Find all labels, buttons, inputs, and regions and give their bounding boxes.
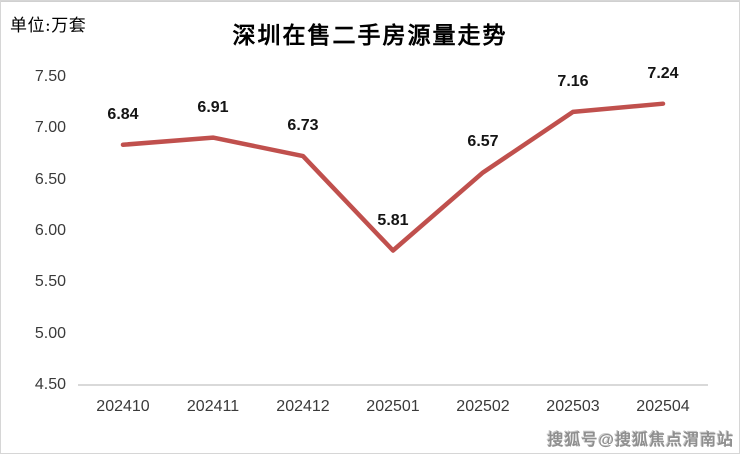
x-tick-label: 202411 (186, 398, 240, 415)
data-point-label: 6.91 (197, 98, 229, 116)
data-point-label: 6.57 (467, 133, 499, 151)
data-point-label: 7.16 (557, 72, 589, 90)
watermark: 搜狐号@搜狐焦点渭南站 (547, 432, 734, 449)
x-axis-baseline (78, 384, 708, 386)
line-series-path (120, 101, 666, 253)
data-point-label: 7.24 (647, 64, 679, 82)
data-point-label: 5.81 (377, 211, 409, 229)
data-point-label: 6.84 (107, 105, 139, 123)
unit-label: 单位:万套 (10, 16, 87, 36)
x-tick-label: 202410 (96, 398, 150, 415)
y-tick-label: 6.00 (34, 222, 66, 239)
x-tick-label: 202503 (546, 398, 600, 415)
x-tick-label: 202502 (456, 398, 510, 415)
y-tick-label: 7.00 (34, 119, 66, 137)
y-tick-label: 4.50 (34, 376, 66, 393)
x-tick-label: 202504 (636, 398, 690, 415)
x-tick-label: 202501 (366, 398, 420, 415)
chart-title: 深圳在售二手房源量走势 (232, 22, 508, 49)
y-tick-label: 5.50 (34, 273, 66, 291)
y-tick-label: 6.50 (34, 170, 66, 188)
y-tick-label: 7.50 (34, 68, 66, 85)
data-point-label: 6.73 (287, 117, 319, 135)
y-tick-label: 5.00 (34, 324, 66, 342)
x-tick-label: 202412 (276, 398, 330, 415)
